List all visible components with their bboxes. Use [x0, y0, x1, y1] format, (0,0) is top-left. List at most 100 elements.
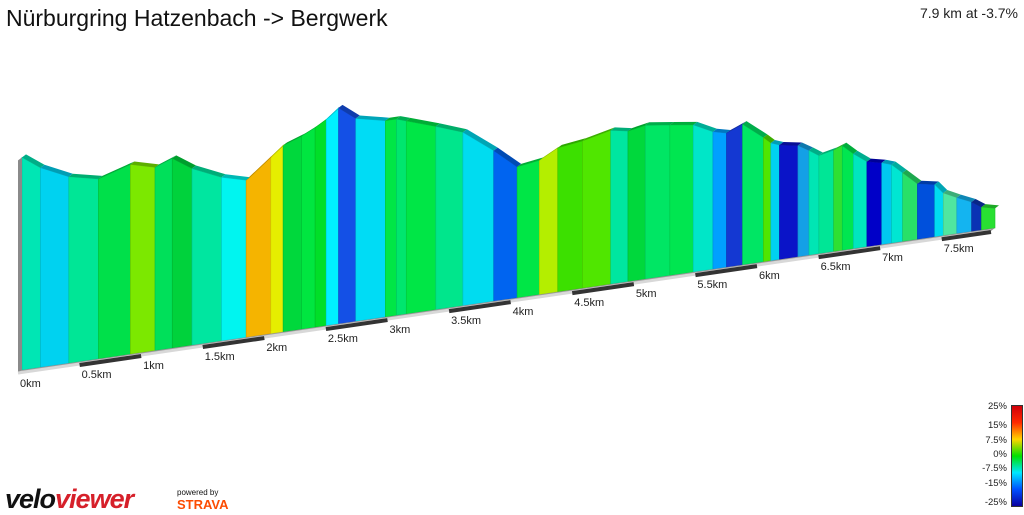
- profile-segment: [385, 118, 397, 318]
- x-tick-label: 2.5km: [328, 333, 358, 345]
- veloviewer-logo: veloviewer: [5, 484, 134, 515]
- x-tick-label: 5.5km: [697, 279, 727, 291]
- profile-end-cap: [18, 157, 22, 373]
- profile-segment: [462, 131, 495, 306]
- profile-segment: [866, 161, 882, 248]
- profile-segment: [325, 107, 339, 326]
- km-band: [79, 354, 142, 367]
- profile-ridge-segment: [610, 127, 632, 132]
- x-tick-label: 0.5km: [82, 369, 112, 381]
- profile-ridge-segment: [726, 121, 747, 134]
- profile-ridge-segment: [842, 142, 858, 154]
- distance-axis: 0km 0.5km 1km 1.5km 2km 2.5km 3km 3.5km 4km 4.5km…: [20, 243, 974, 390]
- x-tick-label: 1.5km: [205, 351, 235, 363]
- profile-ridge: [22, 104, 999, 209]
- profile-segment: [627, 124, 646, 282]
- profile-ridge-segment: [462, 129, 498, 151]
- profile-segment: [610, 130, 629, 285]
- profile-ridge-segment: [246, 154, 275, 181]
- profile-segment: [726, 123, 743, 268]
- profile-ridge-segment: [582, 127, 615, 142]
- strava-logo: STRAVA: [177, 497, 229, 512]
- x-tick-label: 6km: [759, 270, 780, 282]
- profile-ridge-segment: [818, 147, 838, 156]
- profile-ridge-segment: [221, 174, 251, 181]
- km-band: [448, 300, 511, 314]
- profile-segment: [841, 145, 854, 251]
- grade-scale-tick: -25%: [984, 497, 1007, 508]
- profile-ridge-segment: [866, 158, 886, 163]
- profile-segment: [154, 157, 173, 351]
- profile-ridge-segment: [645, 121, 674, 126]
- x-tick-label: 4.5km: [574, 297, 604, 309]
- profile-segment: [742, 123, 764, 266]
- profile-segment: [355, 118, 386, 322]
- profile-ridge-segment: [130, 161, 160, 168]
- profile-segment: [853, 153, 868, 250]
- profile-segment: [956, 197, 972, 234]
- profile-segment: [130, 164, 156, 355]
- profile-segment: [435, 126, 464, 310]
- profile-ridge-segment: [669, 121, 698, 125]
- profile-segment: [493, 150, 518, 302]
- profile-ridge-segment: [943, 190, 961, 198]
- profile-ridge-segment: [270, 142, 288, 158]
- profile-segment: [40, 167, 70, 368]
- profile-ridge-segment: [172, 155, 196, 169]
- profile-ridge-segment: [406, 117, 440, 127]
- x-tick-label: 7.5km: [944, 243, 974, 255]
- profile-ridge-segment: [934, 181, 948, 194]
- profile-segment: [538, 147, 559, 295]
- profile-ridge-segment: [853, 150, 871, 162]
- profile-segment: [917, 183, 935, 240]
- profile-ridge-segment: [627, 122, 650, 132]
- profile-segment: [338, 107, 357, 325]
- profile-segment: [644, 124, 671, 280]
- profile-segment: [301, 127, 316, 330]
- profile-ridge-segment: [301, 124, 320, 137]
- profile-ridge-segment: [693, 121, 717, 132]
- profile-segment: [582, 129, 612, 289]
- profile-segment: [396, 118, 407, 316]
- profile-segment: [692, 124, 714, 273]
- profile-ridge-segment: [763, 134, 775, 143]
- profile-segment: [245, 156, 272, 338]
- profile-ridge-segment: [493, 147, 522, 167]
- km-band: [941, 230, 992, 242]
- profile-segment: [881, 162, 892, 245]
- profile-ridge-segment: [396, 116, 411, 121]
- powered-by-label: powered by: [177, 488, 219, 497]
- profile-segment: [818, 149, 834, 255]
- page-title: Nürburgring Hatzenbach -> Bergwerk: [6, 5, 388, 31]
- profile-ridge-segment: [797, 142, 814, 151]
- x-tick-label: 3.5km: [451, 315, 481, 327]
- profile-ridge-segment: [557, 138, 587, 148]
- x-tick-label: 2km: [266, 342, 287, 354]
- profile-ridge-segment: [891, 161, 907, 173]
- profile-ridge-segment: [809, 147, 823, 156]
- x-tick-label: 1km: [143, 360, 164, 372]
- km-band: [325, 318, 388, 332]
- profile-segment: [902, 172, 918, 242]
- profile-segment: [971, 201, 982, 232]
- profile-segment: [808, 149, 820, 256]
- profile-segment: [270, 144, 284, 335]
- profile-segment: [191, 168, 222, 346]
- x-tick-label: 4km: [513, 306, 534, 318]
- km-band: [818, 246, 881, 260]
- profile-ridge-segment: [917, 180, 939, 185]
- profile-ridge-segment: [902, 169, 922, 184]
- profile-ridge-segment: [435, 123, 467, 133]
- profile-ridge-segment: [98, 161, 135, 179]
- profile-ridge-segment: [971, 198, 986, 208]
- profile-ridge-segment: [68, 173, 103, 179]
- km-band: [695, 264, 758, 278]
- profile-ridge-segment: [191, 165, 226, 178]
- profile-segments: [18, 107, 996, 373]
- profile-ridge-segment: [385, 116, 401, 121]
- profile-segment: [282, 135, 302, 333]
- grade-scale-tick: 15%: [987, 420, 1007, 432]
- profile-ridge-segment: [742, 121, 768, 138]
- x-tick-label: 5km: [636, 288, 657, 300]
- profile-ridge-segment: [981, 204, 999, 209]
